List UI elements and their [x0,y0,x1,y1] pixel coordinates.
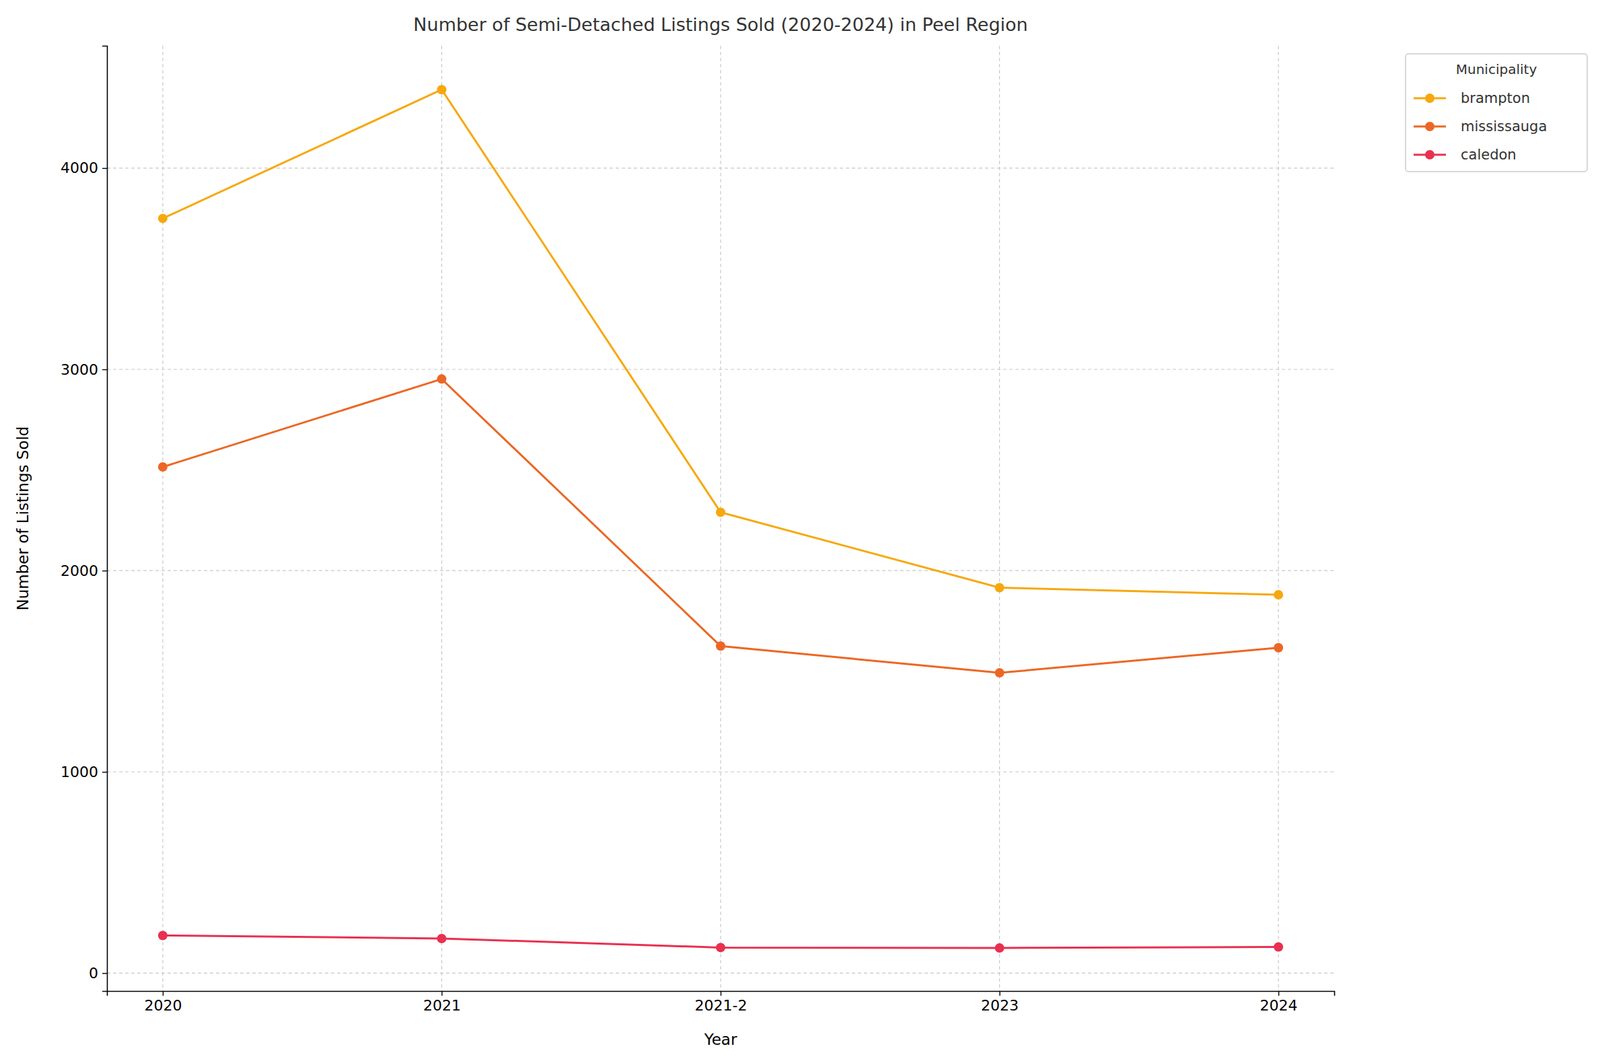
axis-line [102,46,108,992]
tick-mark [102,972,107,974]
tick-mark [441,991,443,996]
marker [436,374,447,384]
grid-line [106,771,1335,773]
axis-line [107,991,1335,997]
tick-label: 0 [88,964,99,982]
tick-label: 2021-2 [695,997,748,1014]
marker [436,933,447,944]
tick-mark [102,168,107,169]
tick: 2021-2 [695,991,748,1014]
legend-box [1405,53,1588,172]
tick-label: 2023 [980,997,1019,1014]
tick-label: 4000 [60,159,99,177]
marker [715,641,726,651]
grid-line [162,45,163,992]
y-axis: 0 1000 2000 3000 4000 [60,46,108,992]
tick: 2000 [60,562,107,580]
marker [158,213,168,224]
marker [436,84,447,95]
tick-mark [999,991,1000,996]
line [162,378,1279,673]
legend-label: mississauga [1460,118,1547,135]
grid-line [441,45,443,992]
tick-mark [102,771,107,773]
marker [995,943,1005,953]
marker [995,583,1005,593]
grid-line [1277,45,1279,992]
grid-line [999,45,1000,992]
tick: 2023 [980,991,1019,1014]
tick: 2020 [143,991,182,1014]
tick-mark [102,369,107,371]
tick-label: 2024 [1260,997,1298,1014]
tick-mark [102,570,107,572]
legend-label: caledon [1460,146,1517,163]
tick-label: 1000 [60,763,99,781]
marker [995,668,1005,678]
tick-label: 2000 [60,562,99,580]
grid-line [719,45,721,992]
marker [1273,590,1284,600]
marks [158,84,1284,953]
tick: 3000 [60,361,107,379]
tick: 0 [88,964,107,982]
legend-marker [1425,93,1435,103]
legend: Municipality brampton mississauga caledon [1405,53,1588,172]
marker [715,507,726,517]
tick-mark [1278,991,1280,996]
marker [1273,643,1284,653]
legend-marker [1425,121,1435,132]
legend-marker [1425,150,1435,160]
tick-label: 2021 [423,997,461,1014]
tick: 4000 [60,159,107,177]
chart: 0 1000 2000 3000 4000 2020 2021 2021-2 2023 2024 N… [0,0,1600,1063]
y-axis-title: Number of Listings Sold [14,426,32,611]
marker [1273,941,1284,952]
x-axis: 2020 2021 2021-2 2023 2024 [107,991,1335,1014]
marker [158,930,168,940]
line [162,89,1279,595]
tick-mark [720,991,722,996]
tick-mark [162,991,164,996]
marker [715,942,726,953]
tick: 1000 [60,763,107,781]
grid-line [106,570,1335,572]
tick-label: 2020 [143,997,182,1014]
marker [158,462,168,472]
tick: 2024 [1260,991,1298,1014]
tick-label: 3000 [60,361,99,379]
plot: 0 1000 2000 3000 4000 2020 2021 2021-2 2023 2024 [60,45,1335,1014]
grid [106,45,1335,992]
legend-label: brampton [1460,90,1531,107]
x-axis-title: Year [703,1030,738,1049]
title: Number of Semi-Detached Listings Sold (2… [413,14,1028,35]
legend-title: Municipality [1456,61,1538,78]
tick: 2021 [423,991,461,1014]
